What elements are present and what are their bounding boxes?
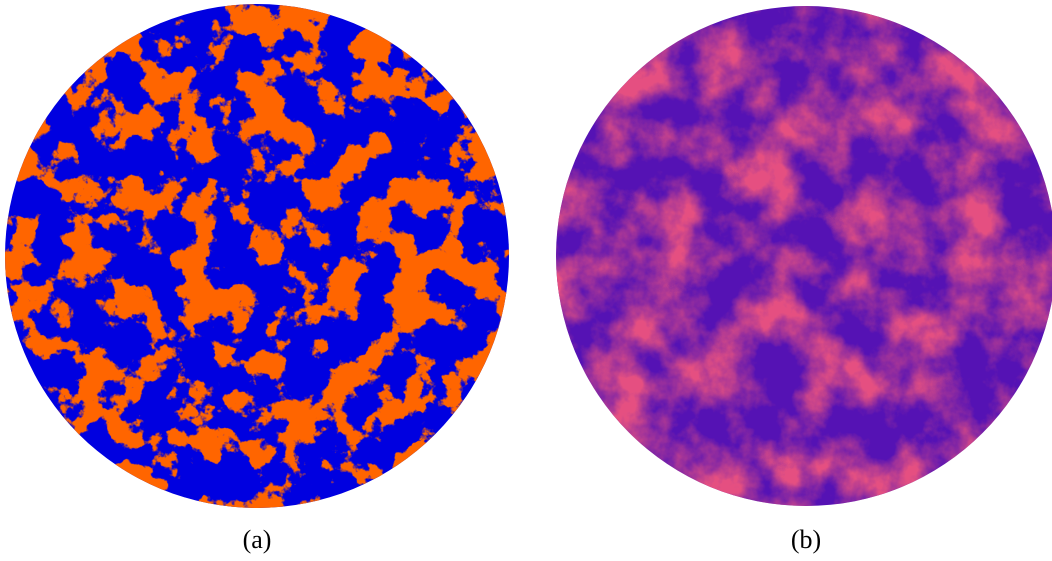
panel-a: (a) bbox=[5, 4, 509, 554]
panel-label: (a) bbox=[243, 525, 272, 554]
disk-pattern bbox=[5, 4, 509, 508]
panel-b: (b) bbox=[556, 6, 1052, 554]
disk-pattern bbox=[556, 6, 1052, 506]
panel-label: (b) bbox=[791, 525, 821, 554]
